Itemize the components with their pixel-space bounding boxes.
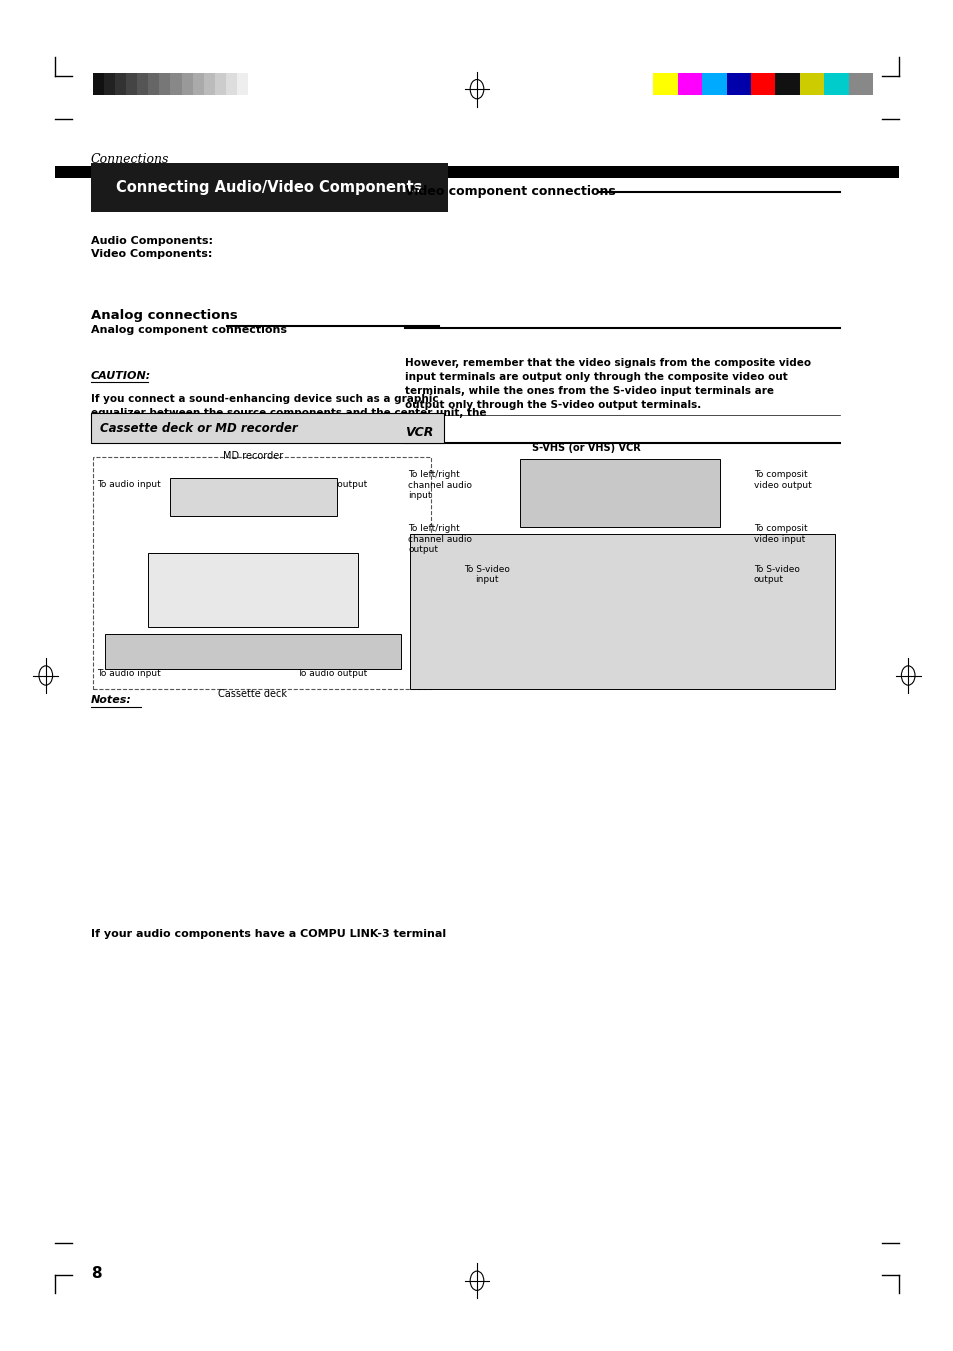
Text: If you connect a sound-enhancing device such as a graphic
equalizer between the : If you connect a sound-enhancing device …	[91, 394, 486, 432]
Bar	[92, 73, 104, 95]
Text: Audio Components:: Audio Components:	[91, 236, 213, 246]
Bar	[847, 73, 872, 95]
Bar	[170, 478, 336, 516]
Text: Connecting Audio/Video Components: Connecting Audio/Video Components	[116, 180, 422, 196]
Text: To audio output: To audio output	[296, 669, 367, 678]
Text: Notes:: Notes:	[91, 696, 132, 705]
Bar	[105, 634, 400, 669]
Bar	[750, 73, 775, 95]
Bar	[126, 73, 137, 95]
Text: To composit
video input: To composit video input	[753, 524, 806, 543]
Bar	[181, 73, 193, 95]
Bar	[799, 73, 823, 95]
Text: To audio output: To audio output	[296, 480, 367, 489]
Text: VCR: VCR	[405, 426, 434, 439]
Text: To composit
video output: To composit video output	[753, 470, 811, 489]
Bar	[204, 73, 214, 95]
Text: Connections: Connections	[91, 153, 169, 166]
Text: Analog connections: Analog connections	[91, 308, 237, 322]
Text: Cassette deck or MD recorder: Cassette deck or MD recorder	[100, 422, 297, 435]
Text: Video component connections: Video component connections	[405, 185, 616, 199]
Bar	[114, 73, 126, 95]
Text: TAPE/MD: TAPE/MD	[175, 574, 206, 580]
Bar	[148, 553, 357, 627]
Bar	[248, 73, 259, 95]
Bar	[159, 73, 171, 95]
Text: CAUTION:: CAUTION:	[91, 372, 151, 381]
Bar	[91, 163, 448, 212]
Text: To left/right
channel audio
input: To left/right channel audio input	[408, 470, 472, 500]
Bar	[91, 413, 443, 443]
Text: Cassette deck: Cassette deck	[218, 689, 287, 698]
Text: However, remember that the video signals from the composite video
input terminal: However, remember that the video signals…	[405, 358, 811, 409]
Bar	[171, 73, 181, 95]
Bar	[775, 73, 799, 95]
Bar	[104, 73, 114, 95]
Bar	[823, 73, 847, 95]
Bar	[726, 73, 750, 95]
Text: AUX: AUX	[237, 574, 253, 580]
Text: Analog component connections: Analog component connections	[91, 326, 286, 335]
Bar	[678, 73, 701, 95]
Bar	[653, 73, 678, 95]
Text: MD recorder: MD recorder	[222, 451, 283, 461]
Bar	[237, 73, 248, 95]
Text: To S-video
input: To S-video input	[463, 565, 509, 584]
Bar	[137, 73, 148, 95]
Bar	[193, 73, 204, 95]
Bar	[92, 457, 431, 689]
Text: S-VHS (or VHS) VCR: S-VHS (or VHS) VCR	[532, 443, 640, 453]
Text: If your audio components have a COMPU LINK-3 terminal: If your audio components have a COMPU LI…	[91, 929, 445, 939]
Bar	[701, 73, 726, 95]
Bar	[214, 73, 226, 95]
Bar	[519, 459, 720, 527]
Text: Video Components:: Video Components:	[91, 250, 212, 259]
Bar	[410, 534, 834, 689]
Text: To audio input: To audio input	[97, 669, 161, 678]
Text: 8: 8	[91, 1266, 101, 1281]
Bar	[55, 166, 898, 178]
Text: To S-video
output: To S-video output	[753, 565, 799, 584]
Bar	[226, 73, 237, 95]
Text: To audio input: To audio input	[97, 480, 161, 489]
Bar	[148, 73, 159, 95]
Text: To left/right
channel audio
output: To left/right channel audio output	[408, 524, 472, 554]
